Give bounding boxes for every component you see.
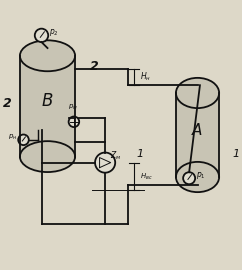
Text: $B$: $B$ [41,92,54,110]
Text: 1: 1 [232,149,240,159]
Polygon shape [20,56,75,157]
Text: $Z_м$: $Z_м$ [110,149,121,162]
Circle shape [183,172,195,184]
Ellipse shape [20,40,75,71]
Text: $H_н$: $H_н$ [140,71,151,83]
Text: $H_{вс}$: $H_{вс}$ [140,171,153,181]
Text: $p_1$: $p_1$ [196,170,206,181]
Text: $A$: $A$ [191,122,204,138]
Ellipse shape [176,162,219,192]
Polygon shape [176,93,219,177]
Text: $p_2$: $p_2$ [49,28,59,39]
Circle shape [35,29,48,42]
Circle shape [95,153,115,173]
Ellipse shape [20,141,75,172]
Text: 2: 2 [90,60,98,73]
Circle shape [18,134,29,145]
Circle shape [69,117,79,127]
Text: $p_м$: $p_м$ [68,103,78,112]
Text: $p_н$: $p_н$ [8,133,17,142]
Text: 1: 1 [136,149,144,159]
Ellipse shape [176,78,219,108]
Text: 2: 2 [3,97,12,110]
